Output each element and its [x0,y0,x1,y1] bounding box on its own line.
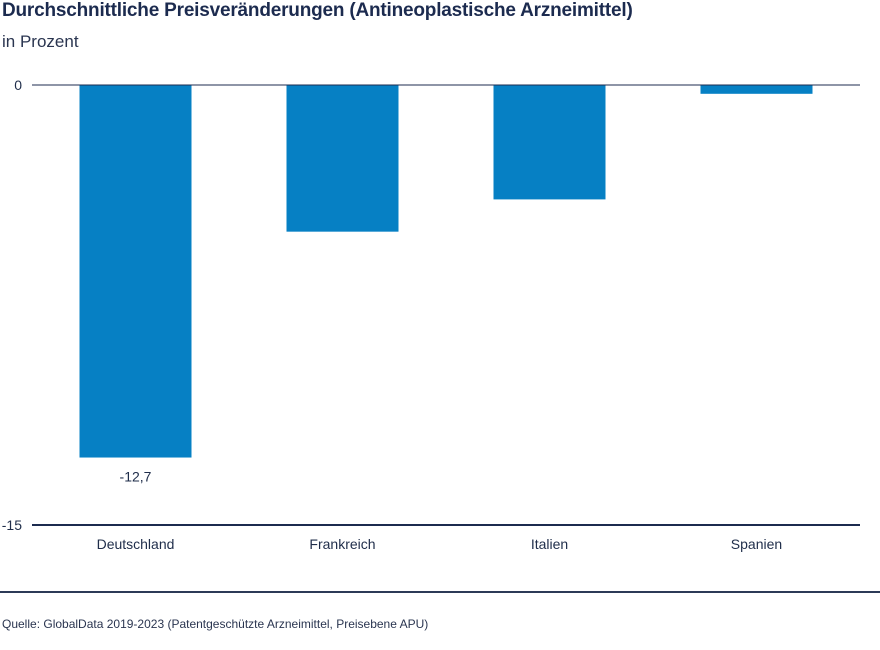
category-label-deutschland: Deutschland [97,536,175,552]
bars-layer [79,85,813,458]
source-note: Quelle: GlobalData 2019-2023 (Patentgesc… [2,617,429,631]
chart-subtitle: in Prozent [2,32,79,51]
bar-chart: Deutschland -12,7 Frankreich Italien Spanien… [2,77,860,552]
bar-spanien [700,85,813,94]
axis-layer [32,84,860,526]
bar-deutschland [79,85,192,458]
labels-layer: Deutschland -12,7 Frankreich Italien Spanien… [2,77,782,552]
footer-divider [0,591,880,593]
chart-title: Durchschnittliche Preisveränderungen (An… [2,0,633,21]
y-tick-label: -15 [2,517,22,533]
data-label-deutschland: -12,7 [120,469,152,485]
category-label-frankreich: Frankreich [309,536,375,552]
category-label-italien: Italien [531,536,568,552]
bar-frankreich [286,85,399,232]
y-tick-label: 0 [14,77,22,93]
bar-italien [493,85,606,200]
category-label-spanien: Spanien [731,536,782,552]
